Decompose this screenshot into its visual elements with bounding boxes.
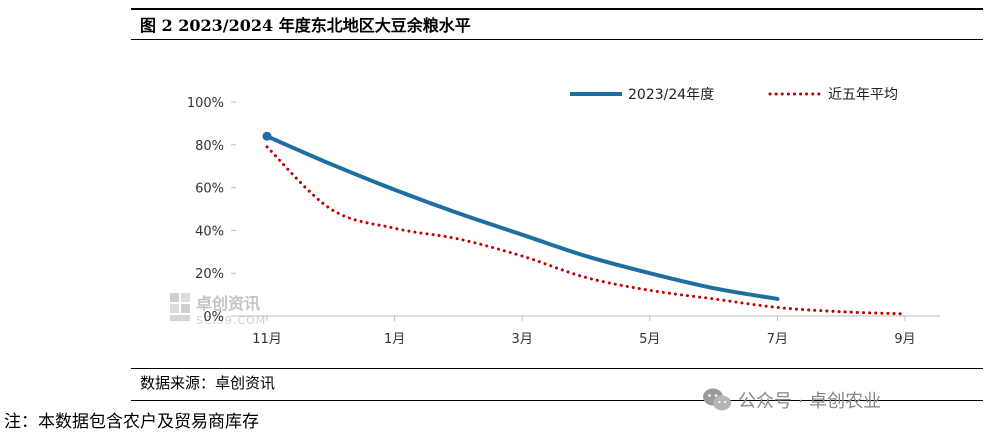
legend-item-1: 近五年平均 <box>768 87 898 103</box>
footnote: 注：本数据包含农户及贸易商库存 <box>4 412 259 432</box>
title-rule <box>131 39 983 40</box>
watermark-logo-icon <box>170 293 190 321</box>
top-rule <box>131 8 983 10</box>
series-layer <box>262 131 907 316</box>
y-tick-label: 80% <box>195 139 224 154</box>
wechat-badge: 公众号 · 卓创农业 <box>702 387 881 413</box>
y-tick-label: 40% <box>195 224 224 239</box>
y-tick-label: 20% <box>195 267 224 282</box>
series-line-0 <box>265 134 780 301</box>
footer-rule <box>131 400 983 401</box>
x-tick-label: 5月 <box>639 332 660 347</box>
watermark-site: SCI99.COM <box>196 314 266 327</box>
y-tick-label: 60% <box>195 182 224 197</box>
figure-title: 图 2 2023/2024 年度东北地区大豆余粮水平 <box>140 16 471 35</box>
x-tick-label: 1月 <box>384 332 405 347</box>
bottom-rule <box>131 368 983 369</box>
watermark: 卓创资讯 SCI99.COM <box>170 293 266 327</box>
x-tick-label: 7月 <box>767 332 788 347</box>
watermark-brand: 卓创资讯 <box>196 294 260 313</box>
y-tick-label: 100% <box>187 96 224 111</box>
data-source: 数据来源：卓创资讯 <box>140 374 276 392</box>
x-axis: 11月 1月 3月 5月 7月 9月 <box>252 316 916 347</box>
wechat-icon <box>703 388 731 411</box>
legend: 2023/24年度 近五年平均 <box>570 87 898 103</box>
series-line-1 <box>265 145 907 316</box>
legend-item-0: 2023/24年度 <box>570 87 714 103</box>
x-tick-label: 9月 <box>894 332 915 347</box>
legend-label-0: 2023/24年度 <box>628 87 714 103</box>
line-chart: 卓创资讯 SCI99.COM 0% 20% 40% 60% 80% 100% 11月 1月 3… <box>170 87 940 347</box>
y-tick-label: 0% <box>203 310 224 325</box>
x-tick-label: 11月 <box>252 332 282 347</box>
series-start-point-0 <box>262 131 272 141</box>
wechat-label: 公众号 · 卓创农业 <box>738 391 882 412</box>
legend-label-1: 近五年平均 <box>828 87 898 103</box>
y-axis: 0% 20% 40% 60% 80% 100% <box>187 96 236 325</box>
x-tick-label: 3月 <box>512 332 533 347</box>
